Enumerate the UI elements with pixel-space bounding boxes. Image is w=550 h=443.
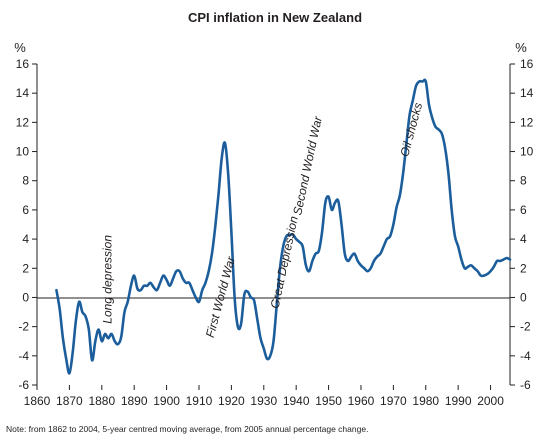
x-tick-label: 1930 bbox=[250, 394, 277, 408]
axis-ticks: -6 -6 -4 -4 -2 -2 0 0 2 2 4 4 6 6 8 8 10 10 12 12 14 14 16 16 18… bbox=[16, 57, 534, 408]
y-tick-label-right: 12 bbox=[520, 115, 534, 129]
y-tick-label-left: 12 bbox=[16, 115, 30, 129]
y-tick-label-left: 16 bbox=[16, 57, 30, 71]
y-tick-label-left: 14 bbox=[16, 86, 30, 100]
y-tick-label-right: -6 bbox=[520, 378, 531, 392]
annotation-label: Oil shocks bbox=[397, 101, 425, 158]
x-tick-label: 2000 bbox=[477, 394, 504, 408]
x-tick-label: 1960 bbox=[348, 394, 375, 408]
y-unit-right: % bbox=[515, 40, 527, 55]
y-tick-label-right: 14 bbox=[520, 86, 534, 100]
y-tick-label-right: -4 bbox=[520, 349, 531, 363]
x-tick-label: 1970 bbox=[380, 394, 407, 408]
chart-note: Note: from 1862 to 2004, 5-year centred … bbox=[6, 424, 368, 434]
y-tick-label-left: 8 bbox=[22, 174, 29, 188]
y-unit-left: % bbox=[14, 40, 26, 55]
annotation-label: Second World War bbox=[290, 114, 325, 216]
annotation-label: First World War bbox=[203, 254, 238, 339]
y-tick-label-left: -2 bbox=[18, 320, 29, 334]
annotation-label: Great Depression bbox=[268, 215, 301, 310]
y-tick-label-left: 6 bbox=[22, 203, 29, 217]
x-tick-label: 1870 bbox=[56, 394, 83, 408]
x-tick-label: 1910 bbox=[186, 394, 213, 408]
y-tick-label-right: -2 bbox=[520, 320, 531, 334]
annotations: Long depression First World War Great Depr… bbox=[101, 101, 426, 339]
x-tick-label: 1860 bbox=[24, 394, 51, 408]
y-tick-label-right: 4 bbox=[520, 232, 527, 246]
y-tick-label-right: 6 bbox=[520, 203, 527, 217]
chart-title: CPI inflation in New Zealand bbox=[188, 10, 362, 25]
x-tick-label: 1920 bbox=[218, 394, 245, 408]
y-tick-label-left: 4 bbox=[22, 232, 29, 246]
y-tick-label-left: 2 bbox=[22, 261, 29, 275]
annotation-label: Long depression bbox=[101, 235, 115, 324]
x-tick-label: 1900 bbox=[153, 394, 180, 408]
y-tick-label-left: 0 bbox=[22, 290, 29, 304]
x-tick-label: 1940 bbox=[283, 394, 310, 408]
y-tick-label-right: 0 bbox=[520, 290, 527, 304]
x-tick-label: 1990 bbox=[445, 394, 472, 408]
x-tick-label: 1950 bbox=[315, 394, 342, 408]
y-tick-label-right: 10 bbox=[520, 145, 534, 159]
y-tick-label-right: 2 bbox=[520, 261, 527, 275]
y-tick-label-left: -4 bbox=[18, 349, 29, 363]
y-tick-label-left: -6 bbox=[18, 378, 29, 392]
x-tick-label: 1980 bbox=[412, 394, 439, 408]
y-tick-label-right: 16 bbox=[520, 57, 534, 71]
series-line-cpi bbox=[55, 78, 512, 375]
data-marks bbox=[55, 78, 512, 375]
y-tick-label-left: 10 bbox=[16, 145, 30, 159]
y-tick-label-right: 8 bbox=[520, 174, 527, 188]
x-tick-label: 1880 bbox=[88, 394, 115, 408]
x-tick-label: 1890 bbox=[121, 394, 148, 408]
